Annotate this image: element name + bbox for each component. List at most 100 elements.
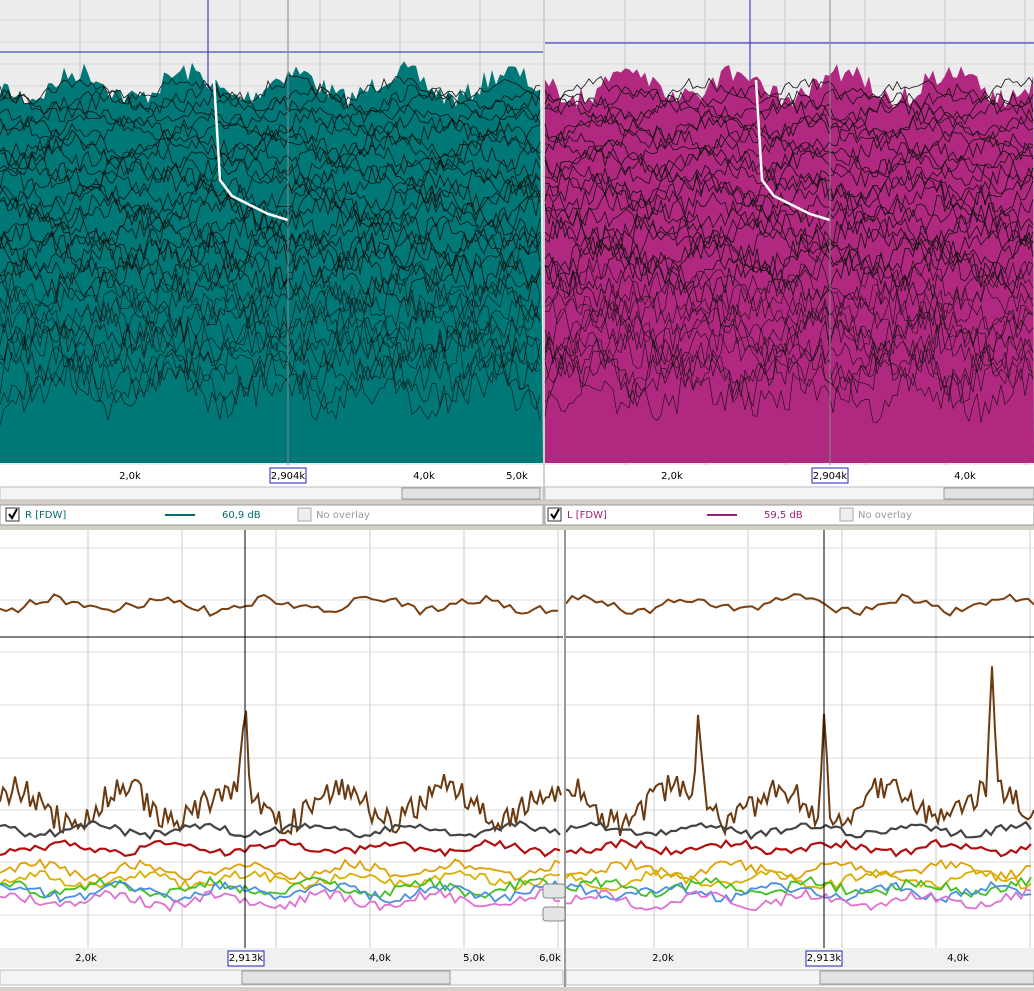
legend-level: 60,9 dB [222,510,261,521]
x-tick-label: 4,0k [947,953,969,964]
checkbox-tick [550,508,560,520]
legend-row [544,504,1034,526]
waterfall-trace [0,120,541,160]
cursor-box [227,950,265,967]
cursor-trace [754,79,831,222]
x-tick-label: 6,0k [539,953,561,964]
cursor-box [811,467,849,484]
x-tick-label: 4,0k [954,471,976,482]
x-tick-label: 2,0k [75,953,97,964]
x-tick-label: 5,0k [463,953,485,964]
waterfall-trace [544,254,1034,316]
waterfall-trace [0,240,541,299]
waterfall-trace [544,137,1034,179]
scrollbar-thumb[interactable] [943,487,1034,500]
waterfall-trace [544,155,1034,196]
x-tick-label: 5,0k [506,471,528,482]
waterfall-trace [544,318,1034,388]
band-curve [0,858,561,882]
waterfall-trace [544,105,1034,142]
waterfall-trace [0,217,541,271]
checkbox-tick [8,508,18,520]
top-curve [0,593,559,617]
band-curve [0,838,561,858]
side-button[interactable] [542,906,566,922]
waterfall-trace [0,90,541,123]
scrollbar-thumb[interactable] [241,970,451,985]
waterfall-trace [544,293,1034,362]
cursor-trace [212,79,289,222]
waterfall-trace [544,184,1034,235]
waterfall-trace [0,224,541,279]
waterfall-trace [0,207,541,261]
peak-curve [565,666,1034,837]
top-curve [565,593,1034,617]
axis-strip [0,948,563,968]
waterfall-trace [0,247,541,305]
waterfall-trace [0,344,541,413]
overlay-checkbox[interactable] [839,507,854,522]
overlay-label: No overlay [316,510,370,521]
cursor-box [269,467,307,484]
waterfall-trace [0,305,541,371]
waterfall-trace [545,99,1034,132]
waterfall-trace [0,74,541,107]
waterfall-trace [544,191,1034,240]
waterfall-trace [0,325,541,396]
waterfall-trace [544,271,1034,334]
band-curve [0,879,561,904]
axis-strip [545,465,1034,487]
waterfall-trace [0,137,541,179]
band-curve [565,838,1032,858]
axis-strip [566,948,1034,968]
waterfall-trace [0,192,541,244]
waterfall-trace [544,336,1034,408]
band-curve [565,888,1032,912]
waterfall-trace [544,90,1034,123]
waterfall-trace [0,320,541,389]
scrollbar-thumb[interactable] [401,487,541,500]
waterfall-trace [544,209,1034,262]
waterfall-trace [0,97,541,134]
band-curve [0,820,561,841]
waterfall-trace [544,120,1034,162]
waterfall-trace [544,222,1034,279]
legend-level: 59,5 dB [764,510,803,521]
waterfall-trace [0,282,541,342]
waterfall-trace [544,83,1034,116]
waterfall-trace [544,344,1034,415]
waterfall-trace [0,160,541,206]
waterfall-trace [0,176,541,224]
scrollbar[interactable] [544,486,1034,501]
waterfall-trace [0,147,541,189]
scrollbar-thumb[interactable] [819,970,1034,985]
band-curve [0,869,561,892]
waterfall-trace [544,310,1034,379]
waterfall-trace [544,248,1034,309]
waterfall-trace [544,348,1034,423]
waterfall-trace [544,238,1034,298]
peak-curve [0,710,562,836]
waterfall-trace [544,145,1034,189]
x-tick-label: 4,0k [369,953,391,964]
cursor-label: 2,913k [229,953,264,964]
x-tick-label: 2,0k [652,953,674,964]
overlay-checkbox[interactable] [297,507,312,522]
cursor-label: 2,904k [813,471,848,482]
waterfall-trace [544,114,1034,151]
waterfall-trace [544,76,1034,105]
overlay-label: No overlay [858,510,912,521]
cursor-label: 2,913k [807,953,842,964]
waterfall-trace [544,169,1034,214]
cursor-label: 2,904k [271,471,306,482]
legend-name: R [FDW] [25,510,66,521]
side-button[interactable] [542,883,566,899]
waterfall-trace [544,199,1034,252]
band-curve [565,875,1032,899]
waterfall-trace [0,169,541,215]
waterfall-trace [544,176,1034,224]
x-tick-label: 2,0k [119,471,141,482]
legend-name: L [FDW] [567,510,607,521]
waterfall-trace [0,183,541,233]
